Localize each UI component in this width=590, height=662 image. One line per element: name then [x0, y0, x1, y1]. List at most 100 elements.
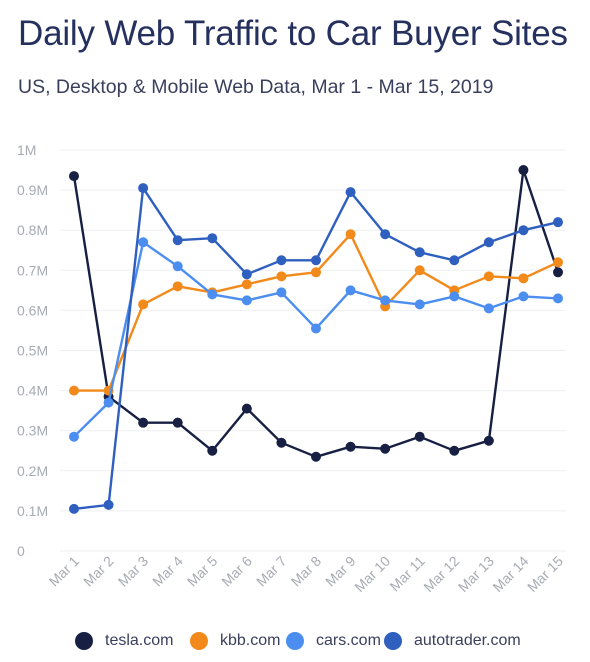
x-tick-label: Mar 14 — [489, 553, 531, 595]
data-point — [276, 437, 287, 448]
data-point — [518, 273, 529, 284]
data-point — [311, 451, 321, 462]
data-point — [241, 269, 252, 280]
data-point — [276, 255, 287, 266]
series-line — [72, 168, 560, 458]
data-point — [69, 503, 79, 514]
data-point — [311, 255, 321, 266]
data-point — [345, 187, 356, 198]
x-tick-label: Mar 4 — [149, 553, 186, 590]
data-point — [69, 171, 79, 182]
y-tick-label: 0.5M — [17, 343, 48, 359]
data-point — [103, 499, 114, 510]
data-point — [414, 265, 425, 276]
data-point — [483, 303, 494, 314]
y-tick-label: 0.4M — [17, 383, 48, 399]
legend-item: cars.com — [286, 628, 381, 654]
legend-label: tesla.com — [105, 632, 174, 649]
x-tick-label: Mar 10 — [351, 553, 393, 595]
y-tick-label: 0.3M — [17, 423, 48, 439]
legend-swatch — [75, 632, 93, 650]
legend-item: autotrader.com — [384, 628, 521, 654]
data-point — [138, 299, 149, 310]
legend-swatch — [384, 632, 402, 650]
x-tick-label: Mar 15 — [524, 553, 566, 595]
data-point — [207, 445, 218, 456]
x-tick-label: Mar 2 — [80, 553, 117, 590]
x-tick-label: Mar 5 — [184, 553, 221, 590]
data-point — [138, 417, 149, 428]
x-tick-label: Mar 7 — [253, 553, 290, 590]
chart-legend: tesla.com kbb.com cars.com autotrader.com — [0, 628, 590, 654]
chart-title: Daily Web Traffic to Car Buyer Sites — [18, 14, 568, 53]
data-point — [449, 255, 460, 266]
data-point — [69, 385, 79, 396]
y-tick-label: 0.9M — [17, 182, 48, 198]
x-tick-label: Mar 1 — [45, 553, 82, 590]
data-point — [380, 443, 391, 454]
data-point — [518, 165, 529, 176]
data-point — [172, 417, 183, 428]
data-point — [241, 279, 252, 290]
series-tesla-com — [69, 165, 563, 462]
data-point — [449, 445, 460, 456]
data-point — [449, 291, 460, 302]
data-point — [172, 235, 183, 246]
y-tick-label: 1M — [17, 142, 36, 158]
series-autotrader-com — [69, 183, 563, 514]
y-tick-label: 0.1M — [17, 503, 48, 519]
x-tick-label: Mar 13 — [455, 553, 497, 595]
legend-label: cars.com — [316, 632, 381, 649]
data-point — [553, 217, 563, 228]
data-point — [172, 261, 183, 272]
series-cars-com — [69, 237, 563, 442]
legend-swatch — [286, 632, 304, 650]
data-point — [207, 289, 218, 300]
data-point — [311, 323, 321, 334]
legend-label: autotrader.com — [414, 632, 521, 649]
data-point — [553, 257, 563, 268]
y-tick-label: 0.2M — [17, 463, 48, 479]
data-point — [414, 247, 425, 258]
data-point — [207, 233, 218, 244]
data-point — [345, 229, 356, 240]
y-tick-label: 0 — [17, 543, 25, 559]
x-tick-label: Mar 12 — [420, 553, 462, 595]
legend-item: kbb.com — [190, 628, 280, 654]
data-point — [380, 229, 391, 240]
data-point — [553, 293, 563, 304]
data-point — [518, 291, 529, 302]
data-point — [414, 299, 425, 310]
line-chart: 0 0.1M 0.2M 0.3M 0.4M 0.5M 0.6M 0.7M 0.8M 0.9M 1M M… — [17, 142, 566, 595]
data-point — [138, 183, 149, 194]
grid-lines — [60, 149, 566, 552]
data-point — [276, 271, 287, 282]
data-point — [483, 237, 494, 248]
legend-label: kbb.com — [220, 632, 281, 649]
legend-swatch — [190, 632, 208, 650]
x-tick-label: Mar 8 — [287, 553, 324, 590]
y-tick-label: 0.7M — [17, 262, 48, 278]
chart-subtitle: US, Desktop & Mobile Web Data, Mar 1 - M… — [18, 76, 494, 98]
data-point — [311, 267, 321, 278]
data-point — [69, 431, 79, 442]
data-point — [380, 295, 391, 306]
legend-item: tesla.com — [75, 628, 173, 654]
data-point — [138, 237, 149, 248]
y-tick-label: 0.6M — [17, 302, 48, 318]
data-point — [518, 225, 529, 236]
y-tick-label: 0.8M — [17, 222, 48, 238]
data-point — [276, 287, 287, 298]
data-point — [103, 397, 114, 408]
data-point — [345, 441, 356, 452]
data-point — [414, 431, 425, 442]
x-tick-label: Mar 11 — [386, 553, 428, 595]
data-point — [483, 435, 494, 446]
data-point — [241, 295, 252, 306]
data-point — [172, 281, 183, 292]
x-tick-label: Mar 3 — [115, 553, 152, 590]
x-tick-label: Mar 6 — [218, 553, 255, 590]
data-point — [241, 403, 252, 414]
data-point — [345, 285, 356, 296]
data-point — [483, 271, 494, 282]
